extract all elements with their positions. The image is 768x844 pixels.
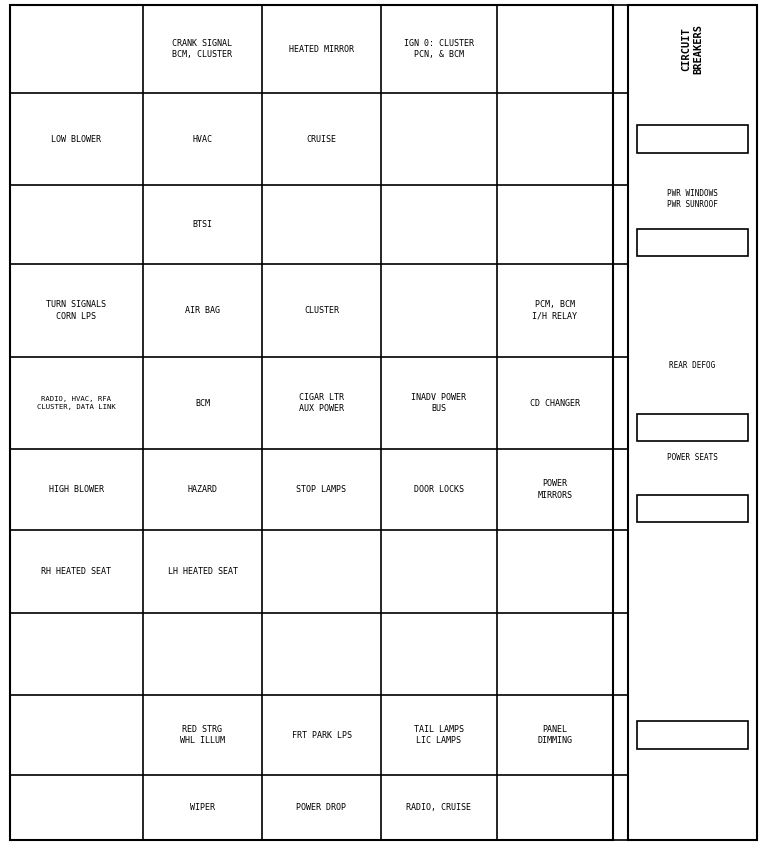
Text: HEATED MIRROR: HEATED MIRROR bbox=[289, 45, 354, 53]
Text: REAR DEFOG: REAR DEFOG bbox=[670, 361, 716, 371]
Text: POWER
MIRRORS: POWER MIRRORS bbox=[538, 479, 572, 500]
Text: PANEL
DIMMING: PANEL DIMMING bbox=[538, 725, 572, 745]
Text: LH HEATED SEAT: LH HEATED SEAT bbox=[167, 567, 237, 576]
Bar bbox=[637, 495, 748, 522]
Text: PCM, BCM
I/H RELAY: PCM, BCM I/H RELAY bbox=[532, 300, 578, 321]
Text: PWR WINDOWS
PWR SUNROOF: PWR WINDOWS PWR SUNROOF bbox=[667, 189, 718, 208]
Bar bbox=[628, 5, 757, 840]
Text: CD CHANGER: CD CHANGER bbox=[530, 398, 580, 408]
Text: FRT PARK LPS: FRT PARK LPS bbox=[292, 731, 352, 739]
Text: STOP LAMPS: STOP LAMPS bbox=[296, 485, 346, 494]
Text: CRUISE: CRUISE bbox=[306, 134, 336, 143]
Text: CIRCUIT
BREAKERS: CIRCUIT BREAKERS bbox=[682, 24, 703, 74]
Text: HVAC: HVAC bbox=[193, 134, 213, 143]
Bar bbox=[637, 722, 748, 749]
Text: RED STRG
WHL ILLUM: RED STRG WHL ILLUM bbox=[180, 725, 225, 745]
Text: LOW BLOWER: LOW BLOWER bbox=[51, 134, 101, 143]
Text: WIPER: WIPER bbox=[190, 803, 215, 812]
Text: CIGAR LTR
AUX POWER: CIGAR LTR AUX POWER bbox=[299, 393, 344, 413]
Text: RADIO, CRUISE: RADIO, CRUISE bbox=[406, 803, 472, 812]
Text: RADIO, HVAC, RFA
CLUSTER, DATA LINK: RADIO, HVAC, RFA CLUSTER, DATA LINK bbox=[37, 396, 116, 409]
Text: HIGH BLOWER: HIGH BLOWER bbox=[49, 485, 104, 494]
Bar bbox=[637, 230, 748, 257]
Text: BTSI: BTSI bbox=[193, 220, 213, 229]
Text: RH HEATED SEAT: RH HEATED SEAT bbox=[41, 567, 111, 576]
Text: DOOR LOCKS: DOOR LOCKS bbox=[414, 485, 464, 494]
Text: BCM: BCM bbox=[195, 398, 210, 408]
Bar bbox=[637, 414, 748, 441]
Text: CLUSTER: CLUSTER bbox=[304, 306, 339, 315]
Text: INADV POWER
BUS: INADV POWER BUS bbox=[412, 393, 466, 413]
Text: CRANK SIGNAL
BCM, CLUSTER: CRANK SIGNAL BCM, CLUSTER bbox=[173, 39, 233, 59]
Text: POWER SEATS: POWER SEATS bbox=[667, 453, 718, 463]
Text: TAIL LAMPS
LIC LAMPS: TAIL LAMPS LIC LAMPS bbox=[414, 725, 464, 745]
Text: IGN 0: CLUSTER
PCN, & BCM: IGN 0: CLUSTER PCN, & BCM bbox=[404, 39, 474, 59]
Text: TURN SIGNALS
CORN LPS: TURN SIGNALS CORN LPS bbox=[47, 300, 107, 321]
Bar bbox=[10, 5, 613, 840]
Bar bbox=[637, 126, 748, 153]
Text: AIR BAG: AIR BAG bbox=[185, 306, 220, 315]
Text: POWER DROP: POWER DROP bbox=[296, 803, 346, 812]
Text: HAZARD: HAZARD bbox=[187, 485, 217, 494]
